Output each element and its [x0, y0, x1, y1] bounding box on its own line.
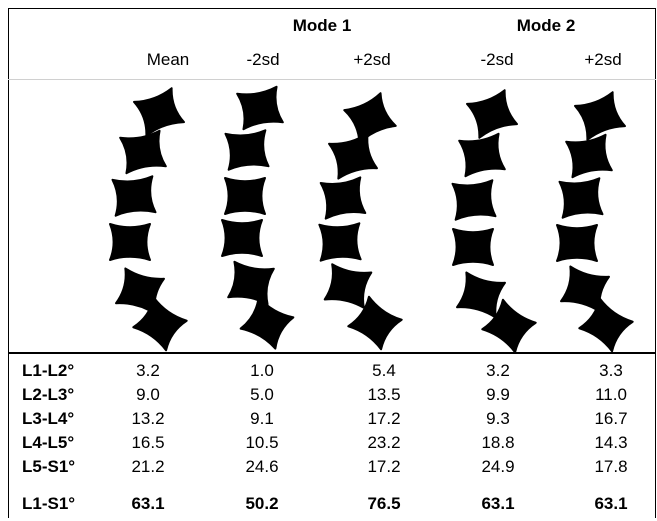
- table-cell: 18.8: [481, 433, 515, 452]
- table-cell: 76.5: [367, 494, 401, 513]
- vertebra-shape: [227, 260, 275, 306]
- table-cell: 50.2: [245, 494, 279, 513]
- vertebra-shape: [578, 297, 634, 353]
- vertebra-shape: [224, 129, 270, 171]
- table-divider: [8, 352, 656, 354]
- table-cell: 13.5: [367, 385, 401, 404]
- col-header-mean: Mean: [146, 50, 190, 69]
- row-label: L2-L3°: [22, 385, 75, 404]
- vertebra-shape: [565, 133, 613, 179]
- vertebra-shape: [319, 176, 367, 220]
- table-cell: 21.2: [131, 457, 165, 476]
- table-cell: 63.1: [594, 494, 628, 513]
- vertebra-shape: [132, 296, 188, 352]
- table-cell: 13.2: [131, 409, 165, 428]
- vertebra-shape: [224, 177, 266, 215]
- table-cell: 63.1: [131, 494, 165, 513]
- table-cell: 17.2: [367, 409, 401, 428]
- mode2-header: Mode 2: [516, 16, 576, 35]
- vertebra-shape: [133, 87, 185, 137]
- table-cell: 63.1: [481, 494, 515, 513]
- vertebra-shape: [343, 92, 397, 144]
- col-header-mode2-minus2sd: -2sd: [480, 50, 514, 69]
- vertebra-shape: [119, 129, 167, 175]
- vertebra-shape: [328, 132, 378, 180]
- table-cell: 9.1: [250, 409, 274, 428]
- vertebra-shape: [456, 271, 506, 319]
- table-cell: 9.0: [136, 385, 160, 404]
- header-divider: [8, 79, 656, 80]
- table-cell: 5.0: [250, 385, 274, 404]
- table-cell: 11.0: [595, 385, 627, 404]
- vertebra-shape: [451, 179, 497, 221]
- vertebra-shape: [318, 222, 362, 262]
- vertebra-shape: [458, 132, 506, 178]
- mode1-header: Mode 1: [292, 16, 352, 35]
- vertebra-shape: [466, 89, 518, 139]
- vertebra-shape: [111, 175, 157, 217]
- table-cell: 16.7: [594, 409, 628, 428]
- table-cell: 9.3: [486, 409, 510, 428]
- vertebra-shape: [221, 219, 263, 257]
- table-cell: 24.6: [245, 457, 279, 476]
- table-cell: 23.2: [367, 433, 401, 452]
- vertebra-shape: [239, 296, 295, 350]
- table-cell: 3.2: [486, 361, 510, 380]
- table-cell: 5.4: [372, 361, 396, 380]
- row-label: L5-S1°: [22, 457, 76, 476]
- vertebra-shape: [347, 295, 403, 351]
- row-label: L1-S1°: [22, 494, 76, 513]
- table-cell: 14.3: [594, 433, 628, 452]
- spine-2: [221, 85, 295, 350]
- row-label: L4-L5°: [22, 433, 75, 452]
- table-cell: 24.9: [481, 457, 515, 476]
- col-header-mode1-minus2sd: -2sd: [246, 50, 280, 69]
- table-cell: 3.2: [136, 361, 160, 380]
- table-cell: 17.2: [367, 457, 401, 476]
- col-header-mode2-plus2sd: +2sd: [584, 50, 622, 69]
- row-label: L3-L4°: [22, 409, 75, 428]
- table-cell: 16.5: [131, 433, 165, 452]
- row-label: L1-L2°: [22, 361, 75, 380]
- vertebra-shape: [556, 224, 598, 262]
- table-cell: 10.5: [245, 433, 279, 452]
- table-cell: 17.8: [594, 457, 628, 476]
- table-cell: 1.0: [250, 361, 274, 380]
- vertebra-shape: [558, 177, 604, 219]
- spine-4: [451, 89, 537, 354]
- spine-3: [318, 92, 403, 351]
- vertebra-shape: [236, 85, 284, 131]
- table-cell: 9.9: [486, 385, 510, 404]
- vertebra-shape: [323, 263, 373, 309]
- vertebra-shape: [574, 91, 626, 141]
- spine-1: [109, 87, 188, 352]
- vertebra-shape: [452, 228, 494, 266]
- spine-5: [556, 91, 634, 353]
- col-header-mode1-plus2sd: +2sd: [353, 50, 391, 69]
- vertebra-shape: [109, 223, 151, 261]
- figure-frame: [8, 8, 656, 518]
- table-cell: 3.3: [599, 361, 623, 380]
